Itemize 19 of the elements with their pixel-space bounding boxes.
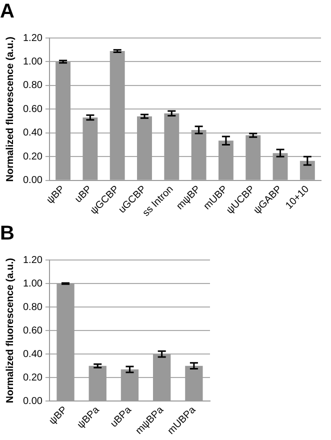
y-tick-label: 0.00: [22, 175, 43, 186]
y-tick-label: 0.20: [22, 151, 43, 162]
y-tick-label: 1.00: [22, 56, 43, 68]
y-axis-title: Normalized fluorescence (a.u.): [4, 36, 16, 182]
y-tick-label: 1.00: [22, 278, 43, 290]
y-tick-label: 0.80: [22, 80, 43, 92]
y-tick-label: 1.20: [22, 254, 43, 266]
y-tick-label: 0.40: [22, 128, 43, 139]
y-tick-label: 1.20: [22, 32, 43, 44]
y-tick-label: 0.20: [22, 372, 43, 384]
y-tick-label: 0.00: [22, 396, 43, 407]
y-tick-label: 0.60: [22, 325, 43, 336]
y-tick-label: 0.60: [22, 104, 43, 115]
chart-title: A: [0, 0, 14, 23]
y-tick-label: 0.40: [22, 348, 43, 360]
x-tick-label: uBP: [73, 184, 94, 206]
y-tick-label: 0.80: [22, 302, 43, 313]
chart-title: B: [0, 222, 14, 245]
y-axis-title: Normalized fluorescence (a.u.): [4, 258, 16, 404]
